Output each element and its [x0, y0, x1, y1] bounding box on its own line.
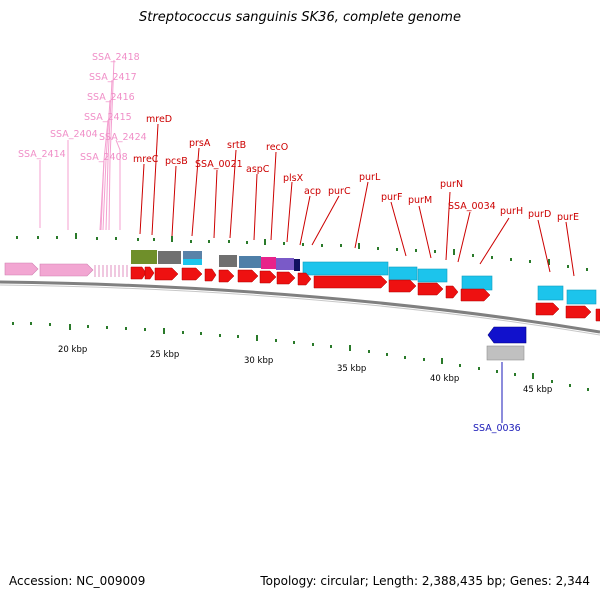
gene-arrow[interactable]: [154, 267, 179, 281]
gene-label-pcsb: pcsB: [165, 156, 188, 167]
red-labels: mreD mreC pcsB prsA SSA_0021 srtB aspC r…: [133, 114, 579, 223]
gene-block[interactable]: [302, 261, 389, 276]
gene-arrow[interactable]: [237, 269, 259, 283]
scale-label-40kbp: 40 kbp: [430, 374, 459, 384]
gene-arrow[interactable]: [181, 267, 203, 281]
gene-label-ssa-2404: SSA_2404: [50, 129, 98, 140]
gene-label-ssa-2415: SSA_2415: [84, 112, 132, 123]
gene-label-acp: acp: [304, 186, 321, 197]
gene-block[interactable]: [276, 258, 294, 270]
gene-block[interactable]: [486, 345, 525, 361]
gene-block[interactable]: [219, 255, 237, 267]
gene-label-prsa: prsA: [189, 138, 211, 149]
gene-block[interactable]: [261, 257, 276, 269]
pink-gene-track: [4, 262, 128, 277]
reverse-gene-track: [486, 326, 527, 423]
gene-label-plsx: plsX: [283, 173, 304, 184]
scale-label-20kbp: 20 kbp: [58, 345, 87, 355]
gene-label-reco: recO: [266, 142, 288, 153]
gene-label-purd: purD: [528, 209, 551, 220]
gene-label-ssa-2417: SSA_2417: [89, 72, 137, 83]
gene-block[interactable]: [417, 268, 448, 283]
upper-tick-row: [16, 233, 588, 271]
gene-block[interactable]: [39, 263, 94, 277]
scale-label-45kbp: 45 kbp: [523, 385, 552, 395]
gene-arrow[interactable]: [218, 269, 235, 283]
gene-label-pure: purE: [557, 212, 579, 223]
pink-labels: SSA_2418 SSA_2417 SSA_2416 SSA_2415 SSA_…: [18, 52, 147, 163]
gene-label-purl: purL: [359, 172, 381, 183]
gene-block[interactable]: [537, 285, 564, 301]
gene-label-purm: purM: [408, 195, 432, 206]
gene-label-aspc: aspC: [246, 164, 270, 175]
scale-label-30kbp: 30 kbp: [244, 356, 273, 366]
gene-arrow[interactable]: [445, 285, 459, 299]
gene-arrow[interactable]: [204, 268, 217, 282]
gene-label-purc: purC: [328, 186, 351, 197]
gene-label-ssa-2414: SSA_2414: [18, 149, 66, 160]
gene-label-mred: mreD: [146, 114, 172, 125]
gene-label-ssa-2424: SSA_2424: [99, 132, 147, 143]
gene-block[interactable]: [183, 259, 202, 265]
gene-arrow[interactable]: [417, 282, 444, 296]
gene-block[interactable]: [158, 251, 181, 264]
gene-label-ssa-0034: SSA_0034: [448, 201, 496, 212]
gene-label-ssa-2416: SSA_2416: [87, 92, 135, 103]
pink-label-leaders: [39, 59, 121, 231]
gene-label-purf: purF: [381, 192, 402, 203]
scale-label-35kbp: 35 kbp: [337, 364, 366, 374]
red-gene-track: [130, 266, 600, 322]
gene-label-ssa-0021: SSA_0021: [195, 159, 243, 170]
cog-block-track: [131, 250, 597, 305]
gene-block[interactable]: [294, 259, 300, 271]
gene-label-mrec: mreC: [133, 154, 159, 165]
red-label-leaders: [139, 123, 575, 277]
genome-backbone-shadow: [0, 284, 600, 336]
gene-block[interactable]: [239, 256, 261, 268]
gene-arrow[interactable]: [460, 288, 491, 302]
gene-label-purh: purH: [500, 206, 523, 217]
gene-arrow[interactable]: [388, 279, 417, 293]
map-title: Streptococcus sanguinis SK36, complete g…: [139, 10, 461, 25]
gene-arrow[interactable]: [313, 275, 388, 289]
gene-block[interactable]: [183, 251, 202, 259]
gene-label-ssa-2408: SSA_2408: [80, 152, 128, 163]
gene-block[interactable]: [4, 262, 39, 276]
gene-arrow[interactable]: [565, 305, 592, 319]
gene-arrow[interactable]: [297, 272, 312, 286]
gene-arrow[interactable]: [535, 302, 560, 316]
gene-block[interactable]: [566, 289, 597, 305]
gene-label-srtb: srtB: [227, 140, 246, 151]
gene-arrow[interactable]: [144, 266, 155, 280]
scale-label-25kbp: 25 kbp: [150, 350, 179, 360]
gene-block[interactable]: [131, 250, 157, 264]
gene-label-ssa-0036: SSA_0036: [473, 423, 521, 434]
genome-stats-text: Topology: circular; Length: 2,388,435 bp…: [260, 574, 590, 588]
gene-label-purn: purN: [440, 179, 463, 190]
gene-arrow[interactable]: [595, 308, 600, 322]
gene-arrow[interactable]: [276, 271, 296, 285]
lower-tick-row: [12, 322, 589, 391]
gene-label-ssa-2418: SSA_2418: [92, 52, 140, 63]
gene-arrow[interactable]: [259, 270, 277, 284]
gene-arrow[interactable]: [130, 266, 147, 280]
accession-text: Accession: NC_009009: [9, 574, 146, 588]
gene-cluster[interactable]: [94, 265, 128, 277]
gene-block[interactable]: [461, 275, 493, 291]
scale-labels: 20 kbp 25 kbp 30 kbp 35 kbp 40 kbp 45 kb…: [58, 345, 552, 395]
gene-block[interactable]: [388, 266, 418, 281]
gene-arrow[interactable]: [487, 326, 527, 344]
genome-backbone: [0, 280, 600, 334]
